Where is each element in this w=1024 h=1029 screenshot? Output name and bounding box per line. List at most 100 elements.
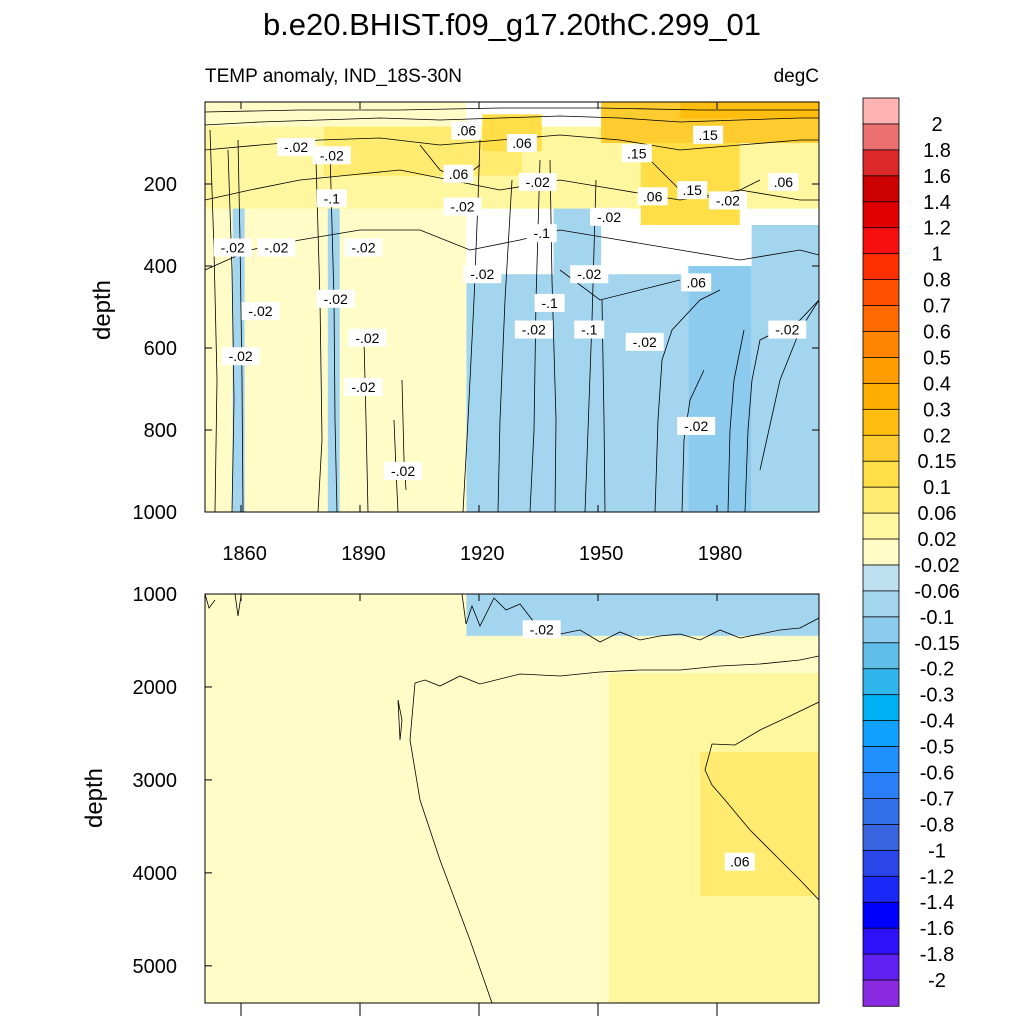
colorbar-tick-label: -1.8 bbox=[920, 944, 954, 966]
colorbar-tick-label: -0.6 bbox=[920, 763, 954, 785]
contour-label: -.02 bbox=[625, 332, 664, 351]
bottom-y-axis-label: depth bbox=[81, 768, 108, 828]
contour-label: -.02 bbox=[518, 172, 557, 191]
y-tick-label: 2000 bbox=[133, 677, 178, 699]
bottom-y-axis: 1000 2000 3000 4000 5000 bbox=[133, 584, 212, 978]
colorbar-swatch bbox=[862, 927, 900, 955]
svg-text:-.02: -.02 bbox=[716, 192, 740, 208]
top-panel: -.02 -.02 .06 .06 .15 .15 .06 -.02 -.1 .06 .15 -.02… bbox=[89, 101, 820, 565]
x-tick-label: 1860 bbox=[222, 543, 267, 565]
contour-label: -.1 bbox=[574, 320, 605, 339]
y-tick-label: 1000 bbox=[133, 584, 178, 606]
svg-text:-.02: -.02 bbox=[775, 322, 799, 338]
svg-text:.06: .06 bbox=[730, 854, 750, 870]
contour-region bbox=[688, 266, 752, 512]
contour-label: -.02 bbox=[514, 320, 553, 339]
colorbar-tick-label: -0.1 bbox=[920, 607, 954, 629]
colorbar-swatch bbox=[862, 149, 900, 177]
colorbar-swatch bbox=[862, 486, 900, 514]
colorbar-swatch bbox=[862, 875, 900, 903]
top-plot-frame bbox=[204, 101, 820, 513]
contour-region bbox=[751, 225, 819, 512]
svg-text:-.02: -.02 bbox=[229, 348, 253, 364]
colorbar: 2 1.8 1.6 1.4 1.2 1 0.8 0.7 0.6 0.5 0.4 0.3 0.2 0.15 0… bbox=[862, 97, 960, 1007]
chart-title: b.e20.BHIST.f09_g17.20thC.299_01 bbox=[263, 7, 761, 42]
y-tick-label: 400 bbox=[144, 256, 177, 278]
contour-label: -.1 bbox=[526, 224, 557, 243]
colorbar-swatch bbox=[862, 175, 900, 203]
svg-text:.06: .06 bbox=[774, 174, 794, 190]
contour-label: .15 bbox=[693, 125, 724, 144]
colorbar-swatch bbox=[862, 901, 900, 929]
contour-label: -.02 bbox=[257, 238, 296, 257]
colorbar-tick-label: 1 bbox=[931, 244, 942, 266]
svg-text:.06: .06 bbox=[512, 135, 532, 151]
svg-text:.06: .06 bbox=[643, 188, 663, 204]
contour-label: -.02 bbox=[316, 289, 355, 308]
colorbar-swatch bbox=[862, 772, 900, 800]
top-contour-labels: -.02 -.02 .06 .06 .15 .15 .06 -.02 -.1 .06 .15 -.02… bbox=[213, 121, 807, 480]
svg-text:-.02: -.02 bbox=[248, 303, 272, 319]
contour-label: .15 bbox=[677, 181, 708, 200]
svg-text:-.02: -.02 bbox=[351, 240, 375, 256]
contour-label: -.1 bbox=[534, 293, 565, 312]
colorbar-swatch bbox=[862, 798, 900, 826]
colorbar-tick-label: 0.1 bbox=[923, 477, 951, 499]
colorbar-tick-label: 0.15 bbox=[918, 451, 957, 473]
contour-label: -.02 bbox=[590, 207, 629, 226]
contour-region bbox=[232, 167, 245, 512]
colorbar-swatch bbox=[862, 123, 900, 151]
colorbar-swatch bbox=[862, 746, 900, 774]
svg-text:.06: .06 bbox=[449, 166, 469, 182]
x-axis: 1860 1890 1920 1950 1980 bbox=[222, 543, 742, 565]
colorbar-tick-label: 0.7 bbox=[923, 296, 951, 318]
svg-text:-.02: -.02 bbox=[633, 334, 657, 350]
svg-text:-.02: -.02 bbox=[577, 266, 601, 282]
unit-label: degC bbox=[774, 66, 819, 87]
svg-text:.06: .06 bbox=[686, 274, 706, 290]
colorbar-swatch bbox=[862, 720, 900, 748]
svg-text:-.02: -.02 bbox=[355, 330, 379, 346]
colorbar-swatch bbox=[862, 434, 900, 462]
colorbar-swatch bbox=[862, 279, 900, 307]
colorbar-tick-label: 0.3 bbox=[923, 399, 951, 421]
colorbar-swatch bbox=[862, 538, 900, 566]
bottom-panel: -.02 .06 1000 2000 3000 4000 5000 depth bbox=[81, 584, 820, 1016]
colorbar-tick-label: -0.02 bbox=[914, 555, 960, 577]
contour-label: -.02 bbox=[221, 347, 260, 366]
contour-label: -.02 bbox=[241, 302, 280, 321]
colorbar-swatch bbox=[862, 408, 900, 436]
svg-text:-.02: -.02 bbox=[597, 209, 621, 225]
y-tick-label: 3000 bbox=[133, 770, 178, 792]
x-tick-label: 1920 bbox=[460, 543, 505, 565]
contour-label: .06 bbox=[724, 852, 755, 871]
contour-label: -.02 bbox=[708, 191, 747, 210]
contour-label: .06 bbox=[768, 172, 799, 191]
bottom-contour-labels: -.02 .06 bbox=[522, 620, 755, 871]
colorbar-tick-label: -1.6 bbox=[920, 918, 954, 940]
contour-label: -.1 bbox=[316, 189, 347, 208]
y-tick-label: 600 bbox=[144, 338, 177, 360]
colorbar-tick-label: -0.7 bbox=[920, 788, 954, 810]
svg-text:-.1: -.1 bbox=[534, 225, 551, 241]
colorbar-tick-label: -2 bbox=[928, 970, 946, 992]
svg-text:-.02: -.02 bbox=[324, 291, 348, 307]
colorbar-swatch bbox=[862, 849, 900, 877]
colorbar-tick-label: -0.8 bbox=[920, 814, 954, 836]
contour-label: .06 bbox=[506, 134, 537, 152]
svg-text:-.1: -.1 bbox=[324, 190, 341, 206]
svg-text:.15: .15 bbox=[683, 182, 703, 198]
colorbar-tick-label: -0.5 bbox=[920, 737, 954, 759]
colorbar-swatch bbox=[862, 824, 900, 852]
colorbar-tick-label: -0.2 bbox=[920, 659, 954, 681]
contour-label: -.02 bbox=[443, 197, 482, 216]
colorbar-swatch bbox=[862, 227, 900, 255]
colorbar-tick-label: 0.2 bbox=[923, 425, 951, 447]
contour-label: .06 bbox=[451, 121, 482, 140]
contour-label: -.02 bbox=[277, 138, 316, 157]
contour-label: -.02 bbox=[677, 416, 716, 435]
contour-label: -.02 bbox=[768, 320, 807, 339]
svg-text:-.02: -.02 bbox=[351, 379, 375, 395]
x-tick-label: 1890 bbox=[341, 543, 386, 565]
